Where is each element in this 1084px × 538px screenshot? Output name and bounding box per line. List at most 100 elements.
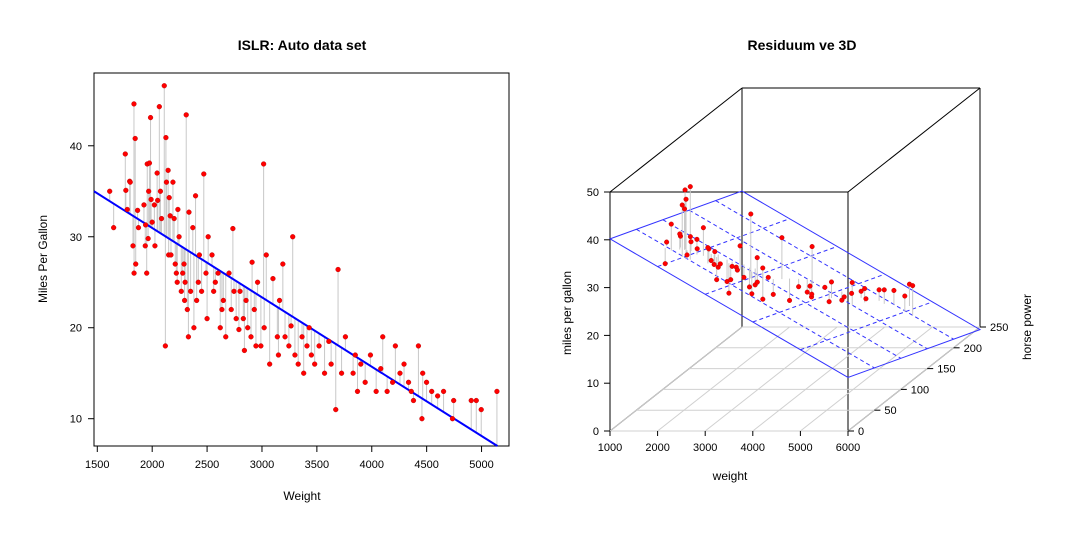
data-point <box>181 261 187 267</box>
regression-plane <box>608 190 982 379</box>
x-tick-label: 5000 <box>788 442 812 454</box>
data-point <box>299 334 305 340</box>
data-point <box>839 297 845 303</box>
left-y-axis-label: Miles Per Gallon <box>36 215 50 303</box>
data-point <box>401 361 407 367</box>
data-point <box>217 325 223 331</box>
data-point <box>384 388 390 395</box>
data-point <box>328 361 334 367</box>
data-point <box>849 280 855 286</box>
data-point <box>151 202 157 208</box>
data-point <box>204 316 210 322</box>
data-point <box>754 279 760 285</box>
data-point <box>321 370 328 376</box>
data-point <box>478 407 484 413</box>
z-tick-label: 10 <box>587 378 599 390</box>
data-point <box>230 225 236 232</box>
data-point <box>205 234 211 240</box>
x-tick-label: 1000 <box>598 442 622 454</box>
data-point <box>705 245 711 251</box>
plane-grid-line <box>715 200 954 340</box>
data-point <box>195 279 201 285</box>
data-point <box>163 179 170 185</box>
data-point <box>133 261 139 267</box>
data-point <box>228 306 234 313</box>
data-point <box>787 297 793 303</box>
data-point <box>131 101 137 107</box>
data-point <box>734 267 740 273</box>
data-point <box>215 270 221 276</box>
data-point <box>682 206 688 212</box>
data-point <box>373 388 379 395</box>
data-point <box>694 236 700 242</box>
data-point <box>196 252 202 258</box>
data-point <box>274 334 280 340</box>
3d-axis-ticks: 1000 2000 3000 4000 5000 6000 0 50 100 150 200 250 0… <box>587 187 1009 454</box>
data-point <box>122 151 128 157</box>
regression-line <box>93 190 498 447</box>
plane-grid-line <box>688 209 928 350</box>
data-point <box>473 397 479 404</box>
data-point <box>158 215 165 222</box>
box-edge <box>847 87 981 193</box>
box-edge <box>609 87 743 193</box>
y-tick-label: 0 <box>858 426 864 438</box>
plane-grid-line <box>657 218 790 268</box>
data-point <box>175 206 181 213</box>
right-chart-title: Residuum ve 3D <box>748 37 857 53</box>
data-point <box>154 170 160 176</box>
x-tick-label: 4500 <box>414 459 438 471</box>
data-point <box>749 291 755 297</box>
data-point <box>288 323 294 329</box>
data-point <box>253 343 259 349</box>
z-tick-label: 50 <box>587 187 599 199</box>
data-point <box>301 370 307 376</box>
data-point <box>165 167 171 173</box>
data-point <box>688 239 694 245</box>
data-point <box>858 288 864 294</box>
data-point <box>226 270 232 276</box>
data-point <box>276 297 283 304</box>
data-point <box>728 277 734 283</box>
data-point <box>358 361 364 367</box>
data-point <box>198 288 205 294</box>
data-point <box>130 243 136 249</box>
data-point <box>162 343 168 349</box>
data-point <box>746 284 752 290</box>
floor-grid-line <box>800 326 933 432</box>
data-point <box>410 397 417 404</box>
data-point <box>245 325 251 331</box>
data-point <box>261 161 267 167</box>
y-tick-label: 20 <box>70 323 82 335</box>
y-tick-label: 200 <box>964 343 982 355</box>
data-point <box>809 244 815 250</box>
3d-floor-grid <box>609 326 981 432</box>
3d-residual-lines <box>664 186 914 316</box>
data-point <box>168 252 174 258</box>
data-point <box>700 225 706 231</box>
data-point <box>135 225 142 231</box>
data-point <box>132 135 138 142</box>
data-point <box>737 243 743 249</box>
data-point <box>468 397 474 404</box>
data-point <box>231 288 237 294</box>
data-point <box>770 291 776 297</box>
data-point <box>156 104 162 110</box>
y-tick-label: 10 <box>70 414 82 426</box>
data-point <box>127 179 133 185</box>
data-point <box>203 270 209 276</box>
data-point <box>188 288 194 294</box>
data-point <box>423 379 430 385</box>
data-point <box>862 286 868 292</box>
data-point <box>326 338 332 344</box>
data-point <box>682 187 688 193</box>
floor-grid-line <box>752 326 886 432</box>
data-point <box>679 202 685 208</box>
right-x-axis-label: weight <box>712 469 748 483</box>
data-point <box>380 334 386 340</box>
data-point <box>664 239 670 245</box>
data-point <box>826 299 832 305</box>
data-point <box>809 291 815 297</box>
